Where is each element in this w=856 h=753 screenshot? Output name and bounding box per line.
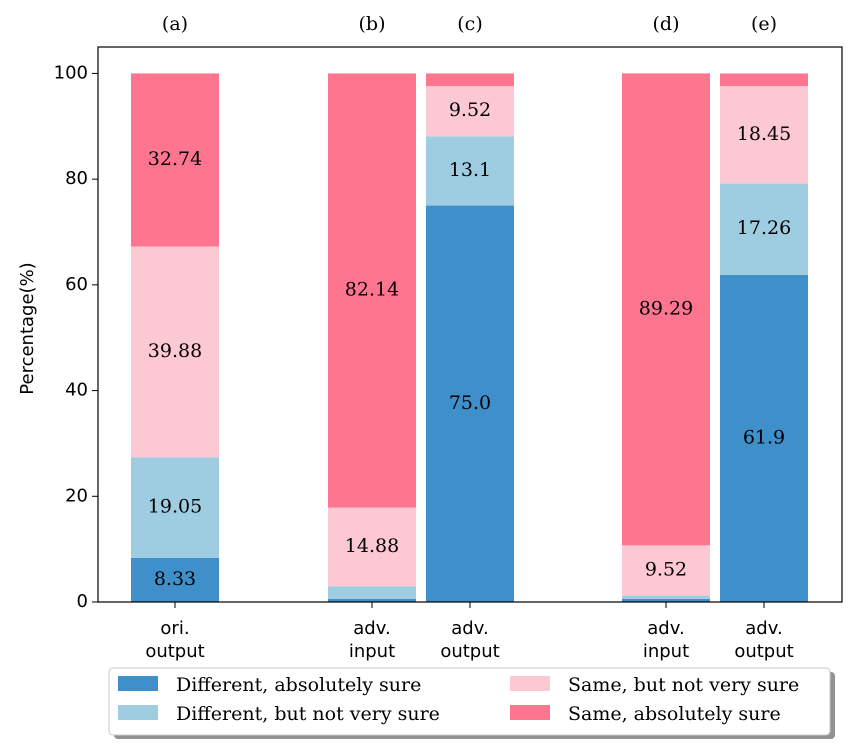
group-tag: (d): [653, 13, 680, 35]
bar-d-same-absolutely-sure: [622, 73, 710, 546]
x-tick-label: adv.: [745, 618, 782, 639]
legend-label-different-but-not-very-sure: Different, but not very sure: [176, 703, 440, 725]
plot-layer: 8.33 19.05 39.88 32.74 14.88 82.14 75.0 13.1 9.5…: [131, 73, 808, 603]
x-tick-label: adv.: [353, 618, 390, 639]
legend-label-different-absolutely-sure: Different, absolutely sure: [176, 674, 421, 696]
x-tick-label: ori.: [160, 618, 189, 639]
group-tag: (e): [751, 13, 777, 35]
x-tick-label: adv.: [647, 618, 684, 639]
value-label: 8.33: [154, 568, 196, 590]
value-label: 75.0: [449, 392, 491, 414]
bar-b-same-but-not-very-sure: [328, 507, 416, 587]
bar-a-different-absolutely-sure: [131, 557, 219, 602]
bar-a-same-but-not-very-sure: [131, 246, 219, 458]
value-label: 18.45: [737, 123, 791, 145]
y-tick-label: 20: [65, 485, 88, 506]
group-tag: (b): [359, 13, 386, 35]
y-tick-label: 80: [65, 168, 88, 189]
value-label: 9.52: [449, 99, 491, 121]
value-label: 17.26: [737, 217, 791, 239]
bar-d-different-but-not-very-sure: [622, 595, 710, 599]
x-tick-label: input: [643, 641, 689, 662]
bar-e-same-absolutely-sure: [720, 73, 808, 87]
bar-c-same-but-not-very-sure: [426, 86, 514, 137]
bar-b-same-absolutely-sure: [328, 73, 416, 508]
x-tick-label: output: [145, 641, 204, 662]
value-label: 82.14: [345, 279, 399, 301]
legend-swatch-different-absolutely-sure: [118, 676, 158, 691]
y-tick-label: 60: [65, 274, 88, 295]
value-label: 9.52: [645, 558, 687, 580]
y-axis-label: Percentage(%): [17, 262, 38, 394]
value-label: 32.74: [148, 148, 202, 170]
legend-box: [108, 667, 831, 736]
bar-b-different-absolutely-sure: [328, 598, 416, 602]
bar-a-same-absolutely-sure: [131, 73, 219, 247]
bar-d-different-absolutely-sure: [622, 598, 710, 602]
axes-layer: (a)ori.output(b)adv.input(c)adv.output(d…: [17, 13, 843, 662]
bar-e-different-but-not-very-sure: [720, 183, 808, 275]
plot-frame: [97, 46, 843, 603]
legend-swatch-same-absolutely-sure: [510, 705, 550, 720]
legend-label-same-absolutely-sure: Same, absolutely sure: [568, 703, 781, 725]
bar-a-different-but-not-very-sure: [131, 457, 219, 558]
value-label: 13.1: [449, 159, 491, 181]
value-label: 61.9: [743, 426, 785, 448]
bar-b-different-but-not-very-sure: [328, 586, 416, 599]
bar-c-different-absolutely-sure: [426, 205, 514, 603]
bar-c-same-absolutely-sure: [426, 73, 514, 87]
bar-e-same-but-not-very-sure: [720, 86, 808, 184]
y-tick-label: 0: [77, 591, 88, 612]
legend-label-same-but-not-very-sure: Same, but not very sure: [568, 674, 799, 696]
x-tick-label: output: [734, 641, 793, 662]
bar-c-different-but-not-very-sure: [426, 136, 514, 206]
x-tick-label: adv.: [451, 618, 488, 639]
x-tick-label: input: [349, 641, 395, 662]
legend-swatch-same-but-not-very-sure: [510, 676, 550, 691]
group-tag: (a): [162, 13, 188, 35]
y-tick-label: 40: [65, 380, 88, 401]
value-label: 14.88: [345, 535, 399, 557]
bar-d-same-but-not-very-sure: [622, 545, 710, 596]
bar-e-different-absolutely-sure: [720, 274, 808, 602]
value-label: 19.05: [148, 496, 202, 518]
x-tick-label: output: [440, 641, 499, 662]
legend-swatch-different-but-not-very-sure: [118, 705, 158, 720]
y-tick-label: 100: [54, 62, 88, 83]
legend-layer: Different, absolutely sure Different, but…: [108, 667, 835, 739]
value-label: 89.29: [639, 297, 693, 319]
value-label: 39.88: [148, 340, 202, 362]
group-tag: (c): [457, 13, 482, 35]
